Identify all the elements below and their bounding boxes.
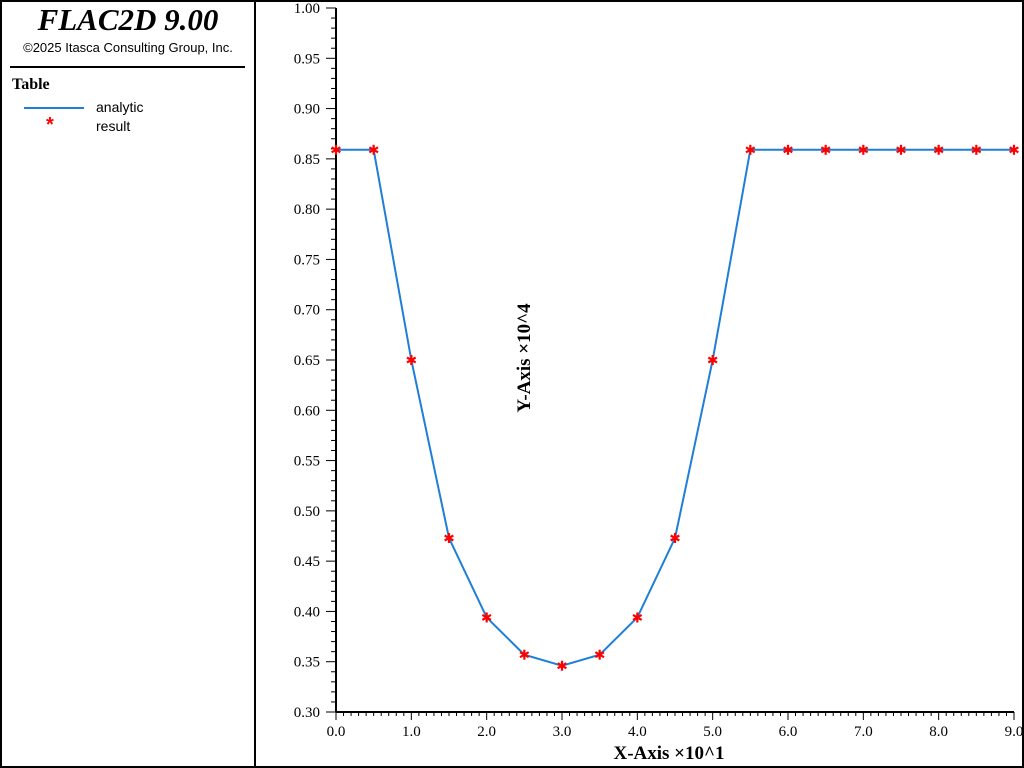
star-stroke [707,356,718,364]
result-point [632,612,643,623]
x-tick-label: 0.0 [327,724,346,740]
y-tick-label: 0.40 [294,604,320,620]
result-point [670,533,680,544]
result-point [481,612,492,623]
result-point [820,144,831,155]
result-point [707,355,718,365]
result-point [745,144,756,155]
app-title: FLAC2D 9.00 [37,2,219,37]
star-stroke [670,534,680,542]
legend-title: Table [12,76,50,93]
result-point [331,144,341,155]
x-tick-label: 1.0 [402,724,421,740]
y-tick-label: 0.85 [294,152,320,168]
y-tick-label: 1.00 [294,1,320,17]
y-tick-label: 0.35 [294,655,320,671]
y-tick-label: 0.55 [294,454,320,470]
star-stroke [858,146,869,154]
star-stroke [783,146,793,154]
star-stroke [745,146,756,154]
star-stroke [594,651,605,659]
y-tick-label: 0.75 [294,252,320,268]
result-point [933,144,944,155]
result-point [1009,144,1019,155]
y-tick-label: 0.65 [294,353,320,369]
legend-divider [10,66,245,68]
y-tick-label: 0.60 [294,403,320,419]
star-stroke [406,356,417,364]
star-stroke [331,146,341,154]
chart-plot: 0.30 0.35 0.40 0.45 0.50 0.55 0.60 0.65 0.70 0.75… [294,1,1022,764]
star-stroke [1009,146,1019,154]
result-point [519,649,530,660]
star-stroke [896,146,906,154]
result-point [444,533,454,544]
star-stroke [820,146,831,154]
star-stroke [632,614,643,621]
x-tick-label: 8.0 [929,724,948,740]
star-stroke [481,614,492,621]
star-stroke [519,651,530,659]
star-stroke [933,146,944,154]
y-tick-label: 0.50 [294,504,320,520]
copyright-text: ©2025 Itasca Consulting Group, Inc. [23,40,233,55]
legend-label: analytic [96,99,144,115]
result-point [896,144,906,155]
result-point [368,144,379,155]
x-tick-label: 7.0 [854,724,873,740]
result-point [557,660,567,671]
y-tick-label: 0.95 [294,51,320,67]
result-point [783,144,793,155]
star-marker-icon: * [46,114,54,136]
analytic-series [336,148,1014,667]
result-point [594,649,605,660]
x-tick-label: 6.0 [779,724,798,740]
star-stroke [971,146,982,154]
star-stroke [368,146,379,154]
x-tick-label: 5.0 [703,724,722,740]
y-tick-label: 0.70 [294,303,320,319]
axes-group: 0.30 0.35 0.40 0.45 0.50 0.55 0.60 0.65 0.70 0.75… [294,1,1022,740]
y-axis-label: Y-Axis ×10^4 [514,303,535,413]
star-stroke [444,534,454,542]
y-tick-label: 0.30 [294,705,320,721]
y-tick-label: 0.90 [294,102,320,118]
analytic-line [336,148,1014,667]
y-tick-label: 0.80 [294,202,320,218]
x-tick-label: 3.0 [553,724,572,740]
line-swatch-icon [24,107,84,109]
result-point [406,355,417,365]
x-tick-label: 2.0 [477,724,496,740]
star-stroke [557,662,567,670]
result-point [971,144,982,155]
result-series [331,144,1019,671]
x-tick-label: 9.0 [1005,724,1022,740]
result-point [858,144,869,155]
y-tick-label: 0.45 [294,554,320,570]
x-tick-label: 4.0 [628,724,647,740]
x-axis-label: X-Axis ×10^1 [613,743,724,764]
legend-label: result [96,118,131,134]
legend-panel: FLAC2D 9.00 ©2025 Itasca Consulting Grou… [0,0,256,768]
